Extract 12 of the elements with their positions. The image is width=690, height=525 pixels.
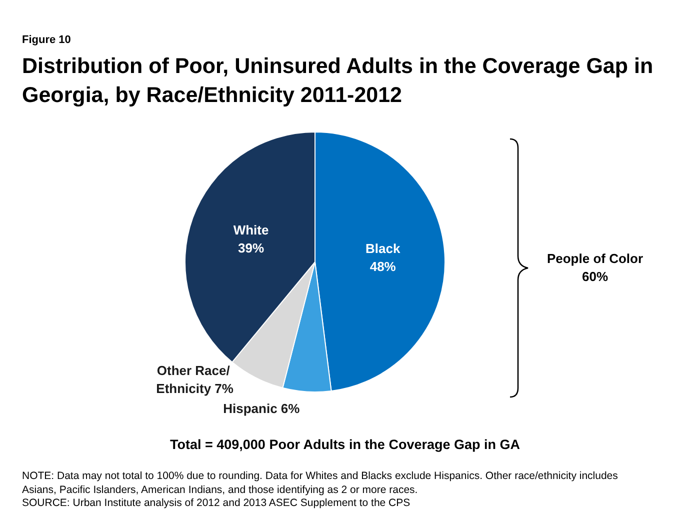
text: NOTE: Data may not total to 100% due to rounding. Data for Whites and Blacks exclude Hispanics. Other race/ethnicity includes Asians, Pacific Islanders, American Indians, and those identifying as 2 or more races. [22,470,619,497]
source-note: SOURCE: Urban Institute analysis of 2012 and 2013 ASEC Supplement to the CPS [22,497,412,510]
chart-title: Distribution of Poor, Uninsured Adults in the Coverage Gap in Georgia, by Race/Ethnicity 2011-2012 [22,53,654,109]
text: People of Color 60% [546,250,644,286]
slice-label: White [233,222,269,238]
data-label: 48% [370,259,396,274]
data-label: 39% [238,240,264,256]
text: Figure 10 [22,34,71,46]
slice-label: Hispanic 6% [223,401,300,416]
slice-label: Other Race/ Ethnicity 7% [156,363,234,396]
text: Total = 409,000 Poor Adults in the Coverage Gap in GA [169,437,521,452]
slice-label: Black [366,241,401,256]
